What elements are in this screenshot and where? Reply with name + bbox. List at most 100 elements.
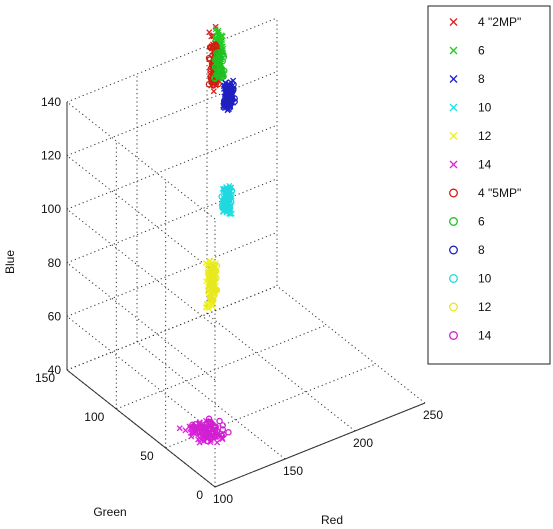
legend-item: 12 (449, 129, 492, 143)
data-point (222, 87, 230, 95)
data-point (205, 289, 212, 297)
legend-marker-x-icon (449, 103, 458, 112)
legend-marker-o-icon (449, 217, 458, 226)
grid-line (66, 262, 216, 381)
data-point (226, 104, 233, 111)
legend-item: 8 (449, 72, 485, 86)
grid-layer (66, 17, 426, 488)
grid-line (276, 285, 426, 404)
data-point (182, 427, 189, 434)
data-point (210, 261, 218, 268)
data-point (218, 193, 225, 200)
x-tick-label: 100 (213, 492, 233, 506)
data-point-stroke (213, 29, 221, 36)
data-point-stroke (210, 88, 217, 95)
z-tick-label: 60 (48, 309, 62, 323)
grid-line (66, 101, 216, 220)
legend-label: 6 (478, 215, 485, 229)
legend-item: 10 (449, 272, 492, 286)
data-point-stroke (206, 258, 213, 265)
legend-label: 12 (478, 129, 492, 143)
legend-marker-o-icon (449, 188, 458, 198)
data-point-stroke (212, 26, 219, 33)
legend-label: 14 (478, 329, 492, 343)
legend-marker-o-icon (449, 302, 458, 312)
legend-item: 14 (449, 158, 492, 172)
data-point (206, 295, 214, 303)
legend-label: 4 "2MP" (478, 15, 521, 29)
data-point-stroke (212, 23, 219, 30)
data-point (219, 422, 226, 429)
legend: 4 "2MP" 6 8 10 12 14 4 "5MP" 6 8 10 12 14 (427, 5, 551, 365)
x-tick-label: 250 (423, 408, 443, 422)
z-tick-label: 40 (48, 363, 62, 377)
data-point (218, 432, 226, 440)
data-point (202, 304, 209, 311)
legend-label: 6 (478, 44, 485, 58)
data-point (189, 421, 196, 429)
x-axis-label: Red (321, 513, 343, 527)
grid-line (66, 71, 278, 157)
legend-item: 10 (449, 101, 492, 115)
data-point-stroke (218, 40, 225, 47)
data-point (214, 439, 221, 446)
legend-item: 4 "5MP" (449, 186, 521, 200)
y-tick-label: 150 (35, 371, 55, 385)
data-point (196, 439, 203, 446)
data-point-stroke (202, 260, 209, 267)
legend-box (427, 5, 551, 365)
legend-item: 6 (449, 215, 485, 229)
y-tick-label: 100 (84, 410, 104, 424)
data-point (208, 429, 216, 436)
data-point (199, 425, 206, 432)
legend-label: 8 (478, 243, 485, 257)
data-point-stroke (196, 439, 203, 446)
y-axis-label: Green (93, 505, 126, 519)
data-point-stroke (219, 33, 226, 40)
legend-marker-o-icon (449, 331, 458, 340)
data-point-stroke (204, 300, 211, 307)
grid-line (66, 208, 216, 327)
legend-item: 4 "2MP" (449, 15, 521, 29)
data-point (209, 82, 217, 89)
legend-item: 8 (449, 243, 485, 257)
axes-layer (66, 102, 426, 488)
data-point-stroke (176, 425, 183, 432)
data-point (218, 64, 225, 72)
x-tick-label: 200 (353, 436, 373, 450)
data-point (192, 421, 199, 428)
legend-items: 4 "2MP" 6 8 10 12 14 4 "5MP" 6 8 10 12 14 (449, 15, 521, 343)
legend-marker-x-icon (449, 75, 458, 83)
data-point (206, 44, 214, 51)
data-point (218, 40, 225, 47)
z-tick-label: 140 (41, 95, 61, 109)
data-point (176, 425, 183, 432)
data-point (211, 56, 219, 64)
data-point (207, 418, 214, 426)
data-point-stroke (206, 29, 213, 36)
data-point-stroke (202, 304, 209, 311)
legend-marker-o-icon (449, 274, 458, 283)
x-axis-line (214, 402, 426, 488)
data-point (219, 73, 226, 81)
data-point (222, 200, 229, 207)
data-point (212, 35, 219, 42)
z-tick-label: 100 (41, 202, 61, 216)
legend-marker-x-icon (449, 160, 458, 169)
data-point (210, 44, 217, 52)
data-point (193, 428, 201, 436)
legend-item: 6 (449, 44, 485, 58)
data-point (225, 429, 232, 436)
data-point (226, 93, 234, 101)
legend-item: 12 (449, 300, 492, 314)
data-point (211, 285, 219, 292)
grid-line (66, 178, 278, 264)
data-point (225, 188, 233, 195)
legend-item: 14 (449, 329, 492, 343)
grid-line (66, 231, 278, 317)
legend-label: 10 (478, 101, 492, 115)
z-axis-label: Blue (3, 250, 17, 274)
data-point (222, 186, 229, 193)
grid-line (66, 17, 278, 103)
